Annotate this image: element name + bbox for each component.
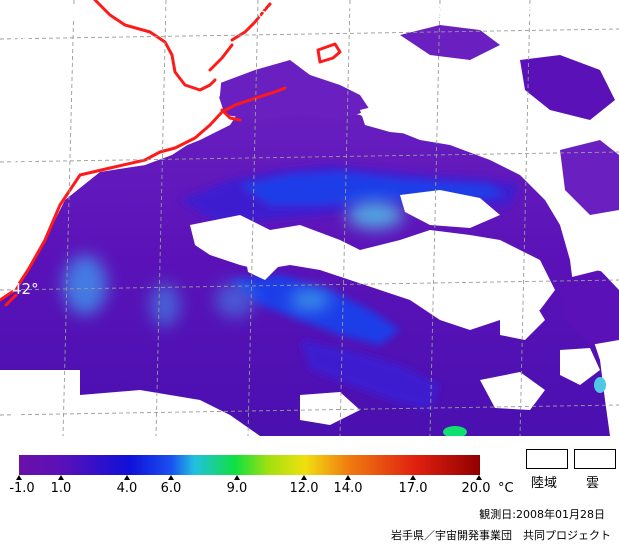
land-legend-swatch	[526, 449, 568, 469]
tick-mark	[301, 475, 307, 480]
warm-spot-3	[594, 377, 606, 393]
tick-mark	[410, 475, 416, 480]
lat-label-41: 41°	[12, 404, 39, 422]
tick-label: -1.0	[9, 481, 35, 496]
cloud-legend-label: 雲	[586, 476, 600, 491]
lon-label-146: 146°	[238, 4, 274, 22]
lon-label-147: 147°	[328, 4, 364, 22]
tick-mark	[234, 475, 240, 480]
longitude-labels: 144° 145° 146° 147° 148° 149° 15	[58, 4, 617, 22]
eddies	[63, 201, 403, 327]
credit-text: 岩手県／宇宙開発事業団 共同プロジェクト	[391, 529, 611, 542]
temperature-colorbar	[19, 455, 480, 475]
sea-surface-layer	[0, 25, 619, 436]
lon-label-145: 145°	[148, 4, 184, 22]
tick-mark	[345, 475, 351, 480]
tick-mark	[168, 475, 174, 480]
tick-label: 17.0	[398, 481, 428, 496]
sea-region-north	[215, 60, 370, 120]
tick-label: 4.0	[116, 481, 138, 496]
coastline	[0, 0, 342, 307]
tick-label: 12.0	[289, 481, 319, 496]
tick-label: 14.0	[333, 481, 363, 496]
land-east-north	[350, 0, 619, 30]
latitude-labels: 44° 43° 42° 41°	[12, 30, 39, 422]
land-legend-label: 陸域	[531, 476, 558, 491]
warm-spot	[443, 426, 467, 436]
tick-mark	[16, 475, 22, 480]
sst-map: 144° 145° 146° 147° 148° 149° 15 44° 43°…	[0, 0, 619, 436]
cloud-mask	[0, 60, 619, 436]
sea-patch-e	[520, 55, 615, 120]
tick-mark	[58, 475, 64, 480]
lat-label-44: 44°	[12, 30, 39, 48]
lon-label-148: 148°	[418, 4, 454, 22]
tick-label: 6.0	[160, 481, 182, 496]
unit-label: °C	[498, 481, 514, 496]
tick-label: 1.0	[50, 481, 72, 496]
lon-label-149: 149°	[508, 4, 544, 22]
tick-mark	[124, 475, 130, 480]
lon-label-144: 144°	[58, 4, 94, 22]
observation-date: 観測日:2008年01月28日	[479, 508, 605, 521]
tick-label: 9.0	[226, 481, 248, 496]
sea-patch-ne	[400, 25, 500, 60]
land-hokkaido	[0, 0, 619, 300]
cloud-legend-swatch	[574, 449, 616, 469]
tick-mark	[476, 475, 482, 480]
sea-patch-se	[560, 270, 619, 345]
warm-band	[180, 165, 520, 410]
lat-label-43: 43°	[12, 154, 39, 172]
tick-label: 20.0	[461, 481, 491, 496]
sea-patch-far-e	[560, 140, 619, 215]
lat-label-42: 42°	[12, 280, 39, 298]
graticule	[0, 0, 619, 436]
lon-label-150: 15	[598, 4, 617, 22]
